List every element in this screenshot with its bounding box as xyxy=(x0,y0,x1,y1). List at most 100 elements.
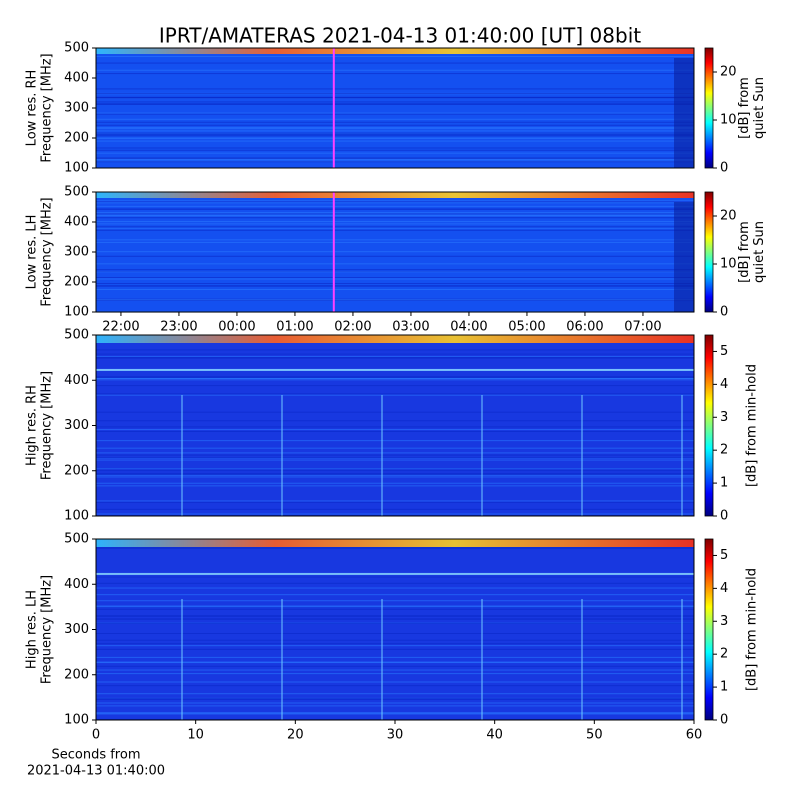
texture-stripe xyxy=(96,152,694,154)
texture-stripe xyxy=(96,632,694,634)
colorbar-label: [dB] from min-hold xyxy=(745,364,760,487)
x-tick-label: 40 xyxy=(486,728,503,743)
y-tick-label: 300 xyxy=(64,418,89,433)
texture-stripe xyxy=(96,212,694,214)
texture-stripe xyxy=(96,269,694,271)
texture-stripe xyxy=(96,476,694,478)
x-tick-label: 10 xyxy=(187,728,204,743)
chart-title: IPRT/AMATERAS 2021-04-13 01:40:00 [UT] 0… xyxy=(159,24,641,48)
colorbar-tick-label: 4 xyxy=(720,581,728,596)
y-axis-label: Frequency [MHz] xyxy=(40,575,55,684)
texture-stripe xyxy=(96,353,694,355)
texture-stripe xyxy=(96,665,694,667)
colorbar-tick-label: 1 xyxy=(720,680,728,695)
texture-stripe xyxy=(96,712,694,714)
colorbar-tick-label: 2 xyxy=(720,443,728,458)
y-axis-label: High res. RH xyxy=(25,385,40,466)
y-tick-label: 500 xyxy=(64,532,89,547)
colorbar-tick-label: 1 xyxy=(720,476,728,491)
texture-stripe xyxy=(96,357,694,359)
texture-stripe xyxy=(96,662,694,664)
y-tick-label: 100 xyxy=(64,305,89,320)
texture-stripe xyxy=(96,161,694,163)
texture-stripe xyxy=(96,277,694,279)
y-tick-label: 300 xyxy=(64,245,89,260)
texture-stripe xyxy=(96,69,694,71)
texture-stripe xyxy=(96,298,694,300)
texture-stripe xyxy=(96,698,694,700)
y-tick-label: 400 xyxy=(64,373,89,388)
y-tick-label: 100 xyxy=(64,713,89,728)
x-tick-label: 07:00 xyxy=(624,320,661,335)
texture-stripe xyxy=(96,393,694,395)
texture-stripe xyxy=(96,547,694,549)
y-axis-label: Low res. RH xyxy=(25,70,40,147)
texture-stripe xyxy=(96,356,694,358)
texture-stripe xyxy=(96,420,694,422)
texture-stripe xyxy=(96,459,694,461)
texture-stripe xyxy=(96,713,694,715)
texture-stripe xyxy=(96,101,694,103)
texture-stripe xyxy=(96,159,694,161)
texture-stripe xyxy=(96,482,694,484)
texture-stripe xyxy=(96,241,694,243)
x-tick-label: 22:00 xyxy=(102,320,139,335)
texture-stripe xyxy=(96,426,694,428)
y-tick-label: 300 xyxy=(64,101,89,116)
texture-stripe xyxy=(96,669,694,671)
texture-stripe xyxy=(96,227,694,229)
texture-stripe xyxy=(96,283,694,285)
texture-stripe xyxy=(96,673,694,675)
texture-stripe xyxy=(96,217,694,219)
texture-stripe xyxy=(96,255,694,257)
texture-stripe xyxy=(96,127,694,129)
burst xyxy=(281,599,283,720)
colorbar-tick-label: 0 xyxy=(720,509,728,524)
texture-stripe xyxy=(96,501,694,503)
texture-stripe xyxy=(96,299,694,301)
texture-stripe xyxy=(96,278,694,280)
hot-band xyxy=(96,192,694,198)
texture-stripe xyxy=(96,514,694,516)
texture-stripe xyxy=(96,606,694,608)
edge-band xyxy=(674,202,694,312)
y-axis-label: Frequency [MHz] xyxy=(40,197,55,306)
texture-stripe xyxy=(96,88,694,90)
texture-stripe xyxy=(96,221,694,223)
texture-stripe xyxy=(96,587,694,589)
x-tick-label: 05:00 xyxy=(508,320,545,335)
x-tick-label: 60 xyxy=(686,728,703,743)
colorbar-tick-label: 0 xyxy=(720,713,728,728)
texture-stripe xyxy=(96,500,694,502)
colorbar-label: quiet Sun xyxy=(752,221,767,283)
texture-stripe xyxy=(96,576,694,578)
colorbar-tick-label: 5 xyxy=(720,548,728,563)
spectrogram xyxy=(96,539,694,720)
texture-stripe xyxy=(96,643,694,645)
texture-stripe xyxy=(96,485,694,487)
texture-stripe xyxy=(96,202,694,204)
burst xyxy=(181,599,183,720)
y-tick-label: 500 xyxy=(64,328,89,343)
y-tick-label: 400 xyxy=(64,215,89,230)
colorbar-label: [dB] from xyxy=(737,221,752,283)
texture-stripe xyxy=(96,681,694,683)
texture-stripe xyxy=(96,615,694,617)
texture-stripe xyxy=(96,608,694,610)
texture-stripe xyxy=(96,128,694,130)
texture-stripe xyxy=(96,594,694,596)
colorbar-tick-label: 3 xyxy=(720,614,728,629)
line-feature xyxy=(96,572,694,575)
texture-stripe xyxy=(96,411,694,413)
texture-stripe xyxy=(96,349,694,351)
hot-band xyxy=(96,48,694,54)
x-tick-label: 06:00 xyxy=(566,320,603,335)
x-tick-label: 0 xyxy=(92,728,100,743)
texture-stripe xyxy=(96,429,694,431)
colorbar xyxy=(704,191,714,313)
y-tick-label: 400 xyxy=(64,577,89,592)
edge-band xyxy=(674,58,694,168)
burst xyxy=(381,599,383,720)
y-axis-label: High res. LH xyxy=(25,590,40,669)
texture-stripe xyxy=(96,639,694,641)
